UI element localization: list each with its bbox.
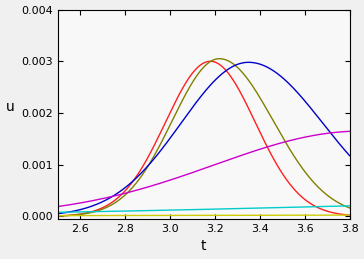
Y-axis label: u: u (5, 100, 14, 114)
X-axis label: t: t (201, 239, 206, 254)
